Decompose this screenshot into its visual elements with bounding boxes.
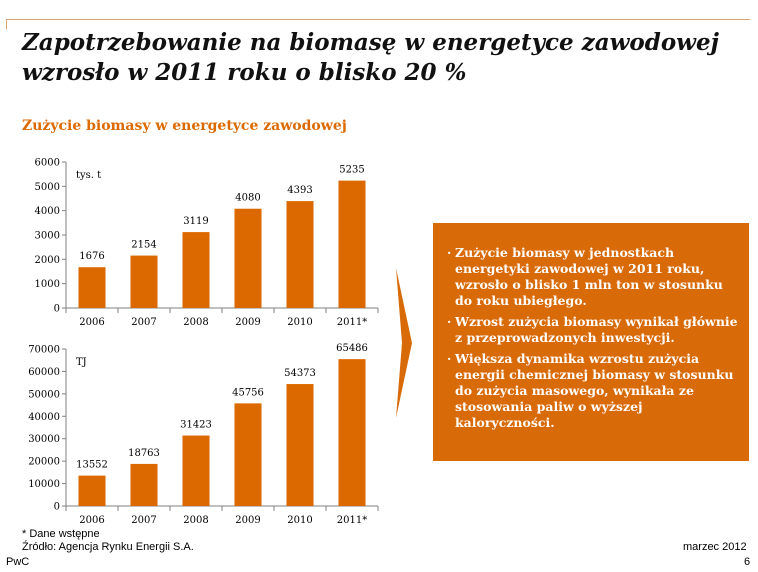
bar-2008 [182,435,210,506]
data-label: 13552 [76,460,108,471]
chart-mass-tons: 0 1000 2000 3000 4000 5000 6000 tys. t 1676 2006 2… [35,158,379,328]
bar-2007 [130,463,158,506]
y-tick-label: 70000 [28,345,60,356]
y-tick-label: 50000 [28,389,60,400]
bar-2007 [130,255,158,308]
y-tick-label: 3000 [35,231,60,242]
summary-bullet: · Zużycie biomasy w jednostkach energetyk… [447,245,723,308]
x-tick-label: 2007 [131,317,156,328]
data-label: 2154 [131,240,156,251]
bar-2011* [338,359,366,506]
y-unit-label: TJ [76,357,87,368]
data-label: 3119 [183,216,208,227]
bar-2010 [286,384,314,506]
page-number: 6 [744,556,751,568]
y-tick-label: 30000 [28,434,60,445]
bar-2009 [234,403,262,506]
bar-2008 [182,232,210,308]
y-unit-label: tys. t [76,170,101,181]
bar-2011* [338,180,366,308]
y-tick-label: 20000 [28,457,60,468]
brand-name: PwC [6,556,30,568]
top-rule [6,19,750,20]
page-title: Zapotrzebowanie na biomasę w energetyce … [22,29,719,86]
summary-bullet: · Wzrost zużycia biomasy wynikał głównie … [447,314,738,345]
x-tick-label: 2011* [337,317,367,328]
data-label: 31423 [180,420,212,431]
date-label: marzec 2012 [683,541,747,553]
bar-2006 [78,475,106,506]
x-tick-label: 2006 [79,317,104,328]
summary-box: · Zużycie biomasy w jednostkach energetyk… [433,223,749,461]
y-tick-label: 40000 [28,412,60,423]
source-note: Źródło: Agencja Rynku Energii S.A. [22,541,194,553]
summary-bullet: · Większa dynamika wzrostu zużycia energi… [447,351,734,430]
x-tick-label: 2010 [287,515,312,526]
x-tick-label: 2009 [235,317,260,328]
y-tick-label: 4000 [35,206,60,217]
chart-energy-tj: 0 10000 20000 30000 40000 50000 60000 70000 TJ 13… [28,343,379,526]
y-tick-label: 10000 [28,479,60,490]
x-tick-label: 2008 [183,317,208,328]
x-tick-label: 2011* [337,515,367,526]
arrow-right-icon [396,268,412,418]
y-tick-label: 1000 [35,279,60,290]
bar-2010 [286,201,314,308]
x-tick-label: 2009 [235,515,260,526]
data-label: 45756 [232,387,264,398]
y-tick-label: 60000 [28,367,60,378]
x-tick-label: 2006 [79,515,104,526]
data-label: 65486 [336,343,368,354]
y-tick-label: 2000 [35,255,60,266]
x-tick-label: 2008 [183,515,208,526]
x-tick-label: 2010 [287,317,312,328]
data-label: 4393 [287,185,312,196]
bar-2006 [78,267,106,308]
bar-2009 [234,208,262,308]
data-label: 54373 [284,368,316,379]
data-label: 4080 [235,193,260,204]
data-label: 1676 [79,251,104,262]
chart-subtitle: Zużycie biomasy w energetyce zawodowej [22,118,347,134]
data-label: 5235 [339,165,364,176]
y-tick-label: 6000 [35,158,60,169]
footnote: * Dane wstępne [22,528,100,540]
y-tick-label: 0 [54,304,60,315]
x-tick-label: 2007 [131,515,156,526]
data-label: 18763 [128,448,160,459]
y-tick-label: 5000 [35,182,60,193]
top-rule-tick [6,19,7,29]
y-tick-label: 0 [54,502,60,513]
